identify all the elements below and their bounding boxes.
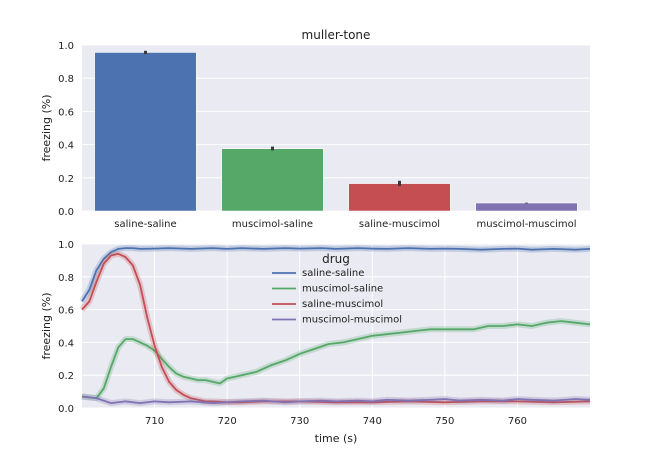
bar-chart-title: muller-tone	[302, 28, 371, 42]
bar-y-tick-label: 0.0	[58, 207, 74, 218]
line-chart: 0.0 0.2 0.4 0.6 0.8 1.0 710 720 730 740 750 760 ti…	[40, 240, 591, 445]
line-x-tick-label: 720	[218, 416, 237, 427]
line-x-tick-label: 760	[508, 416, 527, 427]
bar-y-tick-label: 0.8	[58, 74, 74, 85]
line-y-tick-label: 0.6	[58, 306, 74, 317]
legend-items: saline-saline muscimol-saline saline-musci…	[272, 268, 402, 326]
bar-chart: 0.0 0.2 0.4 0.6 0.8 1.0 saline-saline muscimol…	[40, 28, 590, 230]
series-line	[81, 395, 591, 405]
line-x-tick-labels: 710 720 730 740 750 760	[145, 416, 527, 427]
line-x-tick-label: 710	[145, 416, 164, 427]
line-y-tick-label: 0.8	[58, 273, 74, 284]
line-x-axis-label: time (s)	[315, 432, 358, 445]
line-y-tick-label: 0.2	[58, 371, 74, 382]
bar-y-tick-labels: 0.0 0.2 0.4 0.6 0.8 1.0	[58, 41, 74, 218]
bar	[94, 52, 197, 212]
legend-label: saline-muscimol	[302, 299, 383, 310]
bar-x-tick-label: saline-saline	[114, 219, 176, 230]
line-x-tick-label: 740	[363, 416, 382, 427]
bar	[475, 202, 578, 212]
bar-y-tick-label: 0.2	[58, 174, 74, 185]
line-y-tick-labels: 0.0 0.2 0.4 0.6 0.8 1.0	[58, 240, 74, 415]
line-series	[79, 245, 591, 407]
bar-x-tick-labels: saline-saline muscimol-saline saline-musci…	[114, 219, 576, 230]
line-x-tick-label: 730	[290, 416, 309, 427]
line-y-tick-label: 1.0	[58, 240, 74, 251]
line-y-tick-label: 0.0	[58, 404, 74, 415]
bar-y-tick-label: 0.6	[58, 107, 74, 118]
line-x-tick-label: 750	[435, 416, 454, 427]
bar	[221, 148, 324, 212]
bar-marks	[94, 50, 578, 212]
legend-title: drug	[322, 252, 350, 266]
legend: drug saline-salinemuscimol-salinesaline-…	[272, 252, 402, 326]
line-y-tick-label: 0.4	[58, 338, 74, 349]
bar-x-tick-label: saline-muscimol	[359, 219, 440, 230]
legend-label: muscimol-saline	[302, 284, 383, 295]
line-gridlines	[82, 243, 590, 409]
series-line	[81, 320, 591, 400]
bar-x-tick-label: muscimol-muscimol	[476, 219, 576, 230]
series-line	[81, 247, 591, 302]
line-y-axis-label: freezing (%)	[40, 292, 53, 359]
bar-y-tick-label: 0.4	[58, 141, 74, 152]
bar-y-tick-label: 1.0	[58, 41, 74, 52]
bar	[348, 183, 451, 212]
legend-label: muscimol-muscimol	[302, 315, 402, 326]
bar-y-axis-label: freezing (%)	[40, 94, 53, 161]
bar-x-tick-label: muscimol-saline	[232, 219, 313, 230]
legend-label: saline-saline	[302, 268, 364, 279]
